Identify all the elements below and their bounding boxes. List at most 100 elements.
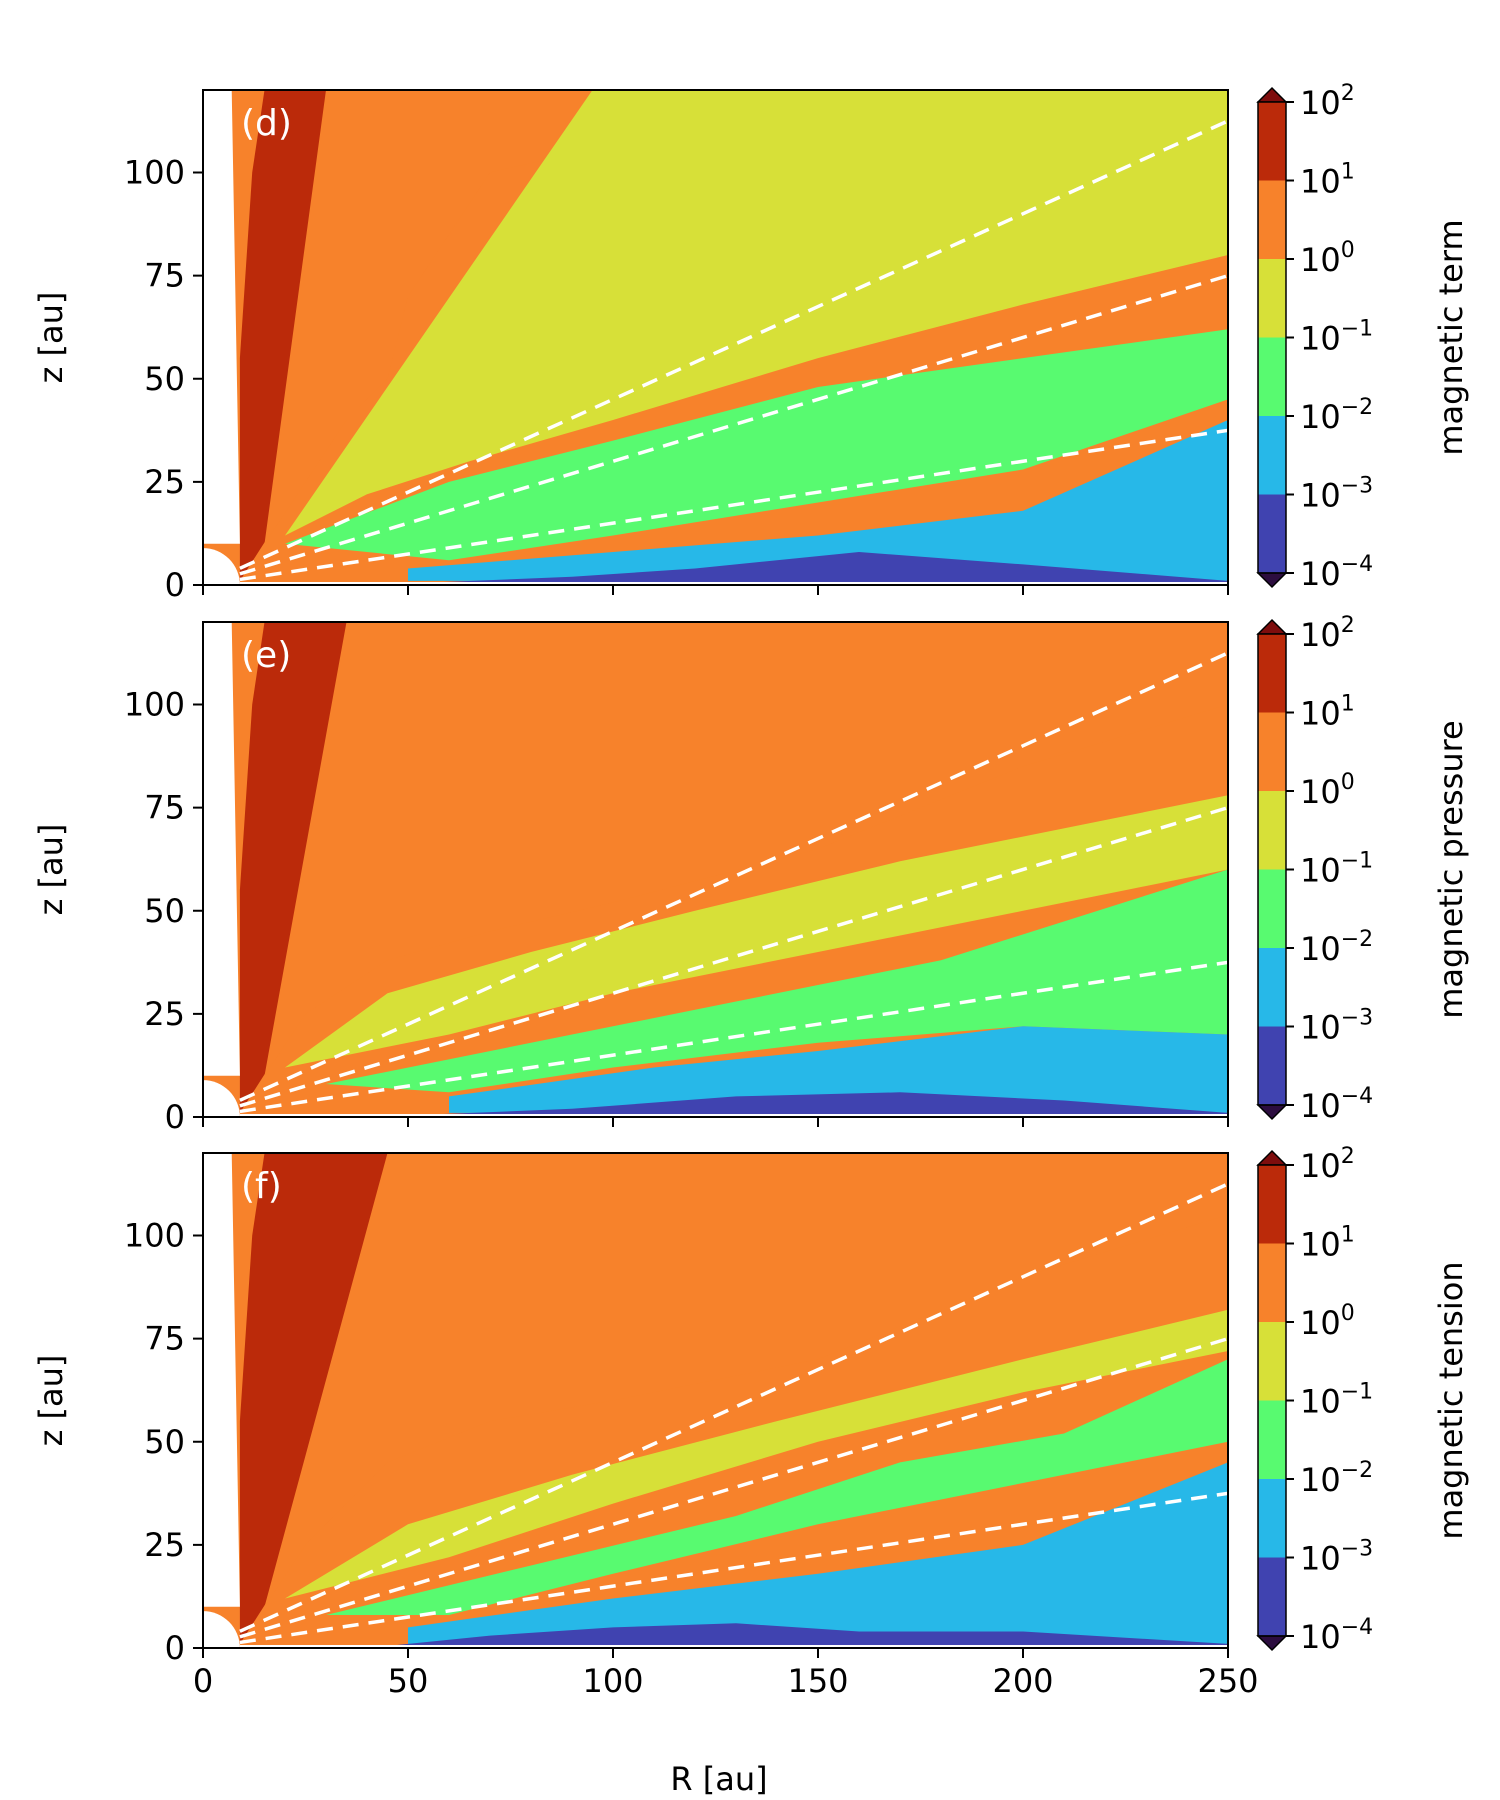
contour-region xyxy=(408,1462,1228,1644)
colorbar-segment xyxy=(1258,1165,1286,1244)
inner-boundary-mask xyxy=(203,1153,240,1648)
dashed-guide-line xyxy=(239,428,1228,582)
y-axis-label: z [au] xyxy=(32,824,70,916)
colorbar-extend-bottom xyxy=(1256,1635,1288,1652)
colorbar-segment xyxy=(1258,337,1286,416)
colorbar-segment xyxy=(1258,259,1286,338)
inner-boundary-mask xyxy=(203,90,240,585)
colorbar-extend-bottom xyxy=(1256,1104,1288,1121)
y-axis-label: z [au] xyxy=(32,292,70,384)
y-tick-label: 50 xyxy=(144,1423,185,1461)
colorbar-tick-label: 10−3 xyxy=(1300,1006,1373,1047)
y-tick-label: 100 xyxy=(124,154,185,192)
colorbar-extend-top xyxy=(1256,1149,1288,1166)
colorbar-tick-label: 102 xyxy=(1300,81,1355,122)
colorbar-extend-top xyxy=(1256,618,1288,635)
colorbar-tick-label: 10−1 xyxy=(1300,1380,1373,1421)
colorbar-segment xyxy=(1258,1400,1286,1479)
contour-region xyxy=(285,1309,1228,1599)
colorbar-segment xyxy=(1258,712,1286,791)
colorbar-tick-label: 10−3 xyxy=(1300,1537,1373,1578)
y-tick-label: 75 xyxy=(144,257,185,295)
chart-panel: 0 25 50 75 100 z [au] (e) 102 101 100 10−1 10−2 10−3… xyxy=(32,613,1470,1136)
plot-frame xyxy=(202,89,1229,586)
contour-region xyxy=(264,90,593,544)
colorbar-segment xyxy=(1258,1243,1286,1322)
x-tick-label: 200 xyxy=(992,1662,1053,1700)
colorbar-tick-label: 101 xyxy=(1300,692,1355,733)
colorbar-tick-label: 101 xyxy=(1300,1223,1355,1264)
colorbar-tick-label: 10−1 xyxy=(1300,317,1373,358)
x-tick-label: 100 xyxy=(582,1662,643,1700)
y-tick-label: 50 xyxy=(144,892,185,930)
colorbar-tick-label: 101 xyxy=(1300,160,1355,201)
colorbar-tick-label: 10−4 xyxy=(1300,552,1373,593)
contour-region xyxy=(285,795,1228,1068)
contour-region xyxy=(264,622,1228,1076)
colorbar-segment xyxy=(1258,180,1286,259)
y-tick-label: 75 xyxy=(144,1320,185,1358)
colorbar-segment xyxy=(1258,494,1286,573)
contour-region xyxy=(408,420,1228,581)
colorbar-tick-label: 100 xyxy=(1300,1301,1355,1342)
y-tick-label: 25 xyxy=(144,995,185,1033)
dashed-guide-line xyxy=(239,1491,1228,1645)
colorbar-segment xyxy=(1258,948,1286,1027)
y-tick-label: 100 xyxy=(124,686,185,724)
heatmap-field xyxy=(203,1153,1228,1648)
dashed-guide-line xyxy=(239,1336,1228,1639)
panel-label: (e) xyxy=(241,635,291,676)
colorbar-tick-label: 102 xyxy=(1300,613,1355,654)
inner-boundary-disk xyxy=(203,1611,240,1648)
x-tick-label: 50 xyxy=(388,1662,429,1700)
colorbar-label: magnetic tension xyxy=(1432,1261,1470,1539)
colorbar-tick-label: 10−2 xyxy=(1300,1458,1373,1499)
colorbar-segment xyxy=(1258,1026,1286,1105)
heatmap-field xyxy=(203,90,1228,585)
colorbar-label: magnetic term xyxy=(1432,219,1470,455)
inner-boundary-mask xyxy=(203,622,240,1117)
heatmap-field xyxy=(203,622,1228,1117)
plot-frame xyxy=(202,621,1229,1118)
colorbar-tick-label: 10−1 xyxy=(1300,849,1373,890)
y-tick-label: 50 xyxy=(144,360,185,398)
colorbar-segment xyxy=(1258,416,1286,495)
x-tick-label: 0 xyxy=(193,1662,213,1700)
inner-boundary-disk xyxy=(203,548,240,585)
y-tick-label: 25 xyxy=(144,1526,185,1564)
colorbar-tick-label: 10−4 xyxy=(1300,1084,1373,1125)
chart-panel: 0 25 50 75 100 z [au] (d) 102 101 100 10−1 10−2 10−3… xyxy=(32,81,1470,604)
colorbar-extend-bottom xyxy=(1256,572,1288,589)
y-tick-label: 75 xyxy=(144,789,185,827)
contour-region xyxy=(367,1623,1228,1648)
panel-label: (d) xyxy=(241,103,292,144)
colorbar-tick-label: 100 xyxy=(1300,770,1355,811)
colorbar-segment xyxy=(1258,1479,1286,1558)
colorbar-segment xyxy=(1258,791,1286,870)
contour-region xyxy=(285,90,1228,536)
colorbar-segment xyxy=(1258,1557,1286,1636)
y-tick-label: 0 xyxy=(165,1629,185,1667)
colorbar-tick-label: 102 xyxy=(1300,1144,1355,1185)
x-tick-label: 250 xyxy=(1197,1662,1258,1700)
y-axis-label: z [au] xyxy=(32,1355,70,1447)
colorbar-segment xyxy=(1258,869,1286,948)
chart-panel: 0 50 100 150 200 250 0 25 50 75 100 z [au] (f) 102 101… xyxy=(32,1144,1470,1700)
contour-region xyxy=(285,329,1228,561)
colorbar-tick-label: 10−2 xyxy=(1300,395,1373,436)
y-tick-label: 100 xyxy=(124,1217,185,1255)
contour-region xyxy=(449,1026,1228,1113)
colorbar-tick-label: 10−4 xyxy=(1300,1615,1373,1656)
dashed-guide-line xyxy=(239,960,1228,1114)
dashed-guide-line xyxy=(239,805,1228,1108)
plot-frame xyxy=(202,1152,1229,1649)
colorbar-segment xyxy=(1258,1322,1286,1401)
colorbar-tick-label: 100 xyxy=(1300,238,1355,279)
y-tick-label: 0 xyxy=(165,566,185,604)
panel-label: (f) xyxy=(241,1166,282,1207)
contour-region xyxy=(367,552,1228,585)
colorbar-tick-label: 10−2 xyxy=(1300,927,1373,968)
x-axis-label: R [au] xyxy=(670,1760,767,1798)
colorbar-segment xyxy=(1258,634,1286,713)
